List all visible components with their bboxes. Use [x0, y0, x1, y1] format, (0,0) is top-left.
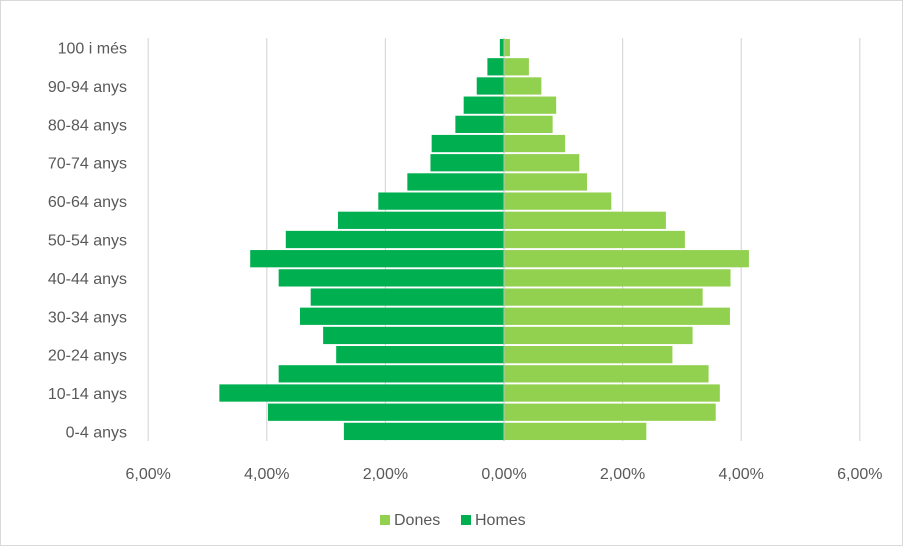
legend-label: Homes	[475, 512, 526, 529]
x-tick-label: 6,00%	[837, 466, 882, 483]
bar-dones	[504, 403, 716, 421]
x-tick-label: 0,00%	[481, 466, 526, 483]
legend-label: Dones	[394, 512, 440, 529]
bar-dones	[504, 422, 647, 441]
x-tick-label: 4,00%	[719, 466, 764, 483]
tick-labels: 6,00% 4,00% 2,00% 0,00% 2,00% 4,00% 6,00%	[126, 466, 883, 483]
category-label: 60-64 anys	[48, 194, 127, 211]
legend[interactable]: Dones Homes	[380, 512, 526, 529]
x-tick-label: 4,00%	[244, 466, 289, 483]
bar-homes	[378, 192, 504, 210]
category-label: 30-34 anys	[48, 309, 127, 326]
bar-dones	[504, 365, 709, 383]
bar-dones	[504, 384, 720, 402]
bar-homes	[300, 307, 504, 325]
bar-homes	[430, 154, 504, 172]
bar-homes	[337, 211, 504, 229]
bar-dones	[504, 269, 731, 287]
bar-dones	[504, 38, 510, 57]
bar-homes	[336, 346, 504, 364]
bar-homes	[310, 288, 504, 306]
x-tick-label: 2,00%	[600, 466, 645, 483]
bar-dones	[504, 230, 685, 249]
category-label: 10-14 anys	[48, 386, 127, 403]
bar-dones	[504, 134, 566, 153]
bar-dones	[504, 96, 557, 114]
category-label: 70-74 anys	[48, 156, 127, 173]
category-label: 100 i més	[58, 41, 127, 58]
bar-homes	[463, 96, 504, 114]
bar-dones	[504, 173, 588, 191]
bar-homes	[431, 134, 504, 153]
bar-homes	[267, 403, 504, 421]
bar-dones	[504, 326, 693, 345]
legend-item-dones[interactable]: Dones	[380, 512, 440, 529]
bar-homes	[285, 230, 504, 249]
legend-item-homes[interactable]: Homes	[461, 512, 526, 529]
legend-swatch	[461, 515, 471, 525]
bar-homes	[323, 326, 504, 345]
category-label: 50-54 anys	[48, 233, 127, 250]
category-labels: 0-4 anys 10-14 anys 20-24 anys 30-34 anys 40…	[48, 41, 127, 442]
bar-dones	[504, 346, 673, 364]
bar-homes	[278, 269, 504, 287]
bar-dones	[504, 288, 703, 306]
category-label: 80-84 anys	[48, 117, 127, 134]
bar-homes	[455, 115, 504, 133]
bar-dones	[504, 250, 749, 268]
bar-dones	[504, 192, 612, 210]
category-label: 40-44 anys	[48, 271, 127, 288]
x-tick-label: 2,00%	[363, 466, 408, 483]
bar-dones	[504, 154, 580, 172]
bar-dones	[504, 77, 542, 95]
category-label: 90-94 anys	[48, 79, 127, 96]
bar-dones	[504, 58, 529, 76]
bar-homes	[407, 173, 504, 191]
legend-swatch	[380, 515, 390, 525]
bar-dones	[504, 115, 553, 133]
bar-homes	[499, 38, 504, 57]
category-label: 0-4 anys	[66, 424, 127, 441]
bar-homes	[343, 422, 504, 441]
bar-homes	[219, 384, 505, 402]
bars	[219, 38, 749, 441]
bar-homes	[476, 77, 504, 95]
bar-dones	[504, 211, 666, 229]
category-label: 20-24 anys	[48, 348, 127, 365]
bar-homes	[278, 365, 504, 383]
bar-dones	[504, 307, 730, 325]
bar-homes	[250, 250, 504, 268]
x-tick-label: 6,00%	[126, 466, 171, 483]
bar-homes	[487, 58, 504, 76]
